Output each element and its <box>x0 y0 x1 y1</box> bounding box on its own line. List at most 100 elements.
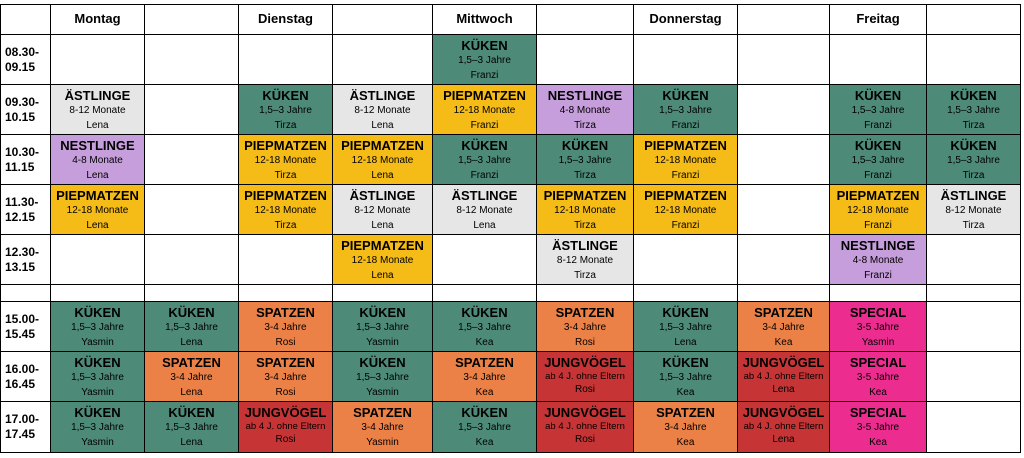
teacher-name: Kea <box>869 437 887 448</box>
teacher-name: Franzi <box>671 220 700 231</box>
age-range: 3-4 Jahre <box>762 322 805 333</box>
age-range: 1,5–3 Jahre <box>259 105 312 116</box>
day-header <box>537 4 634 35</box>
age-range: 4-8 Monate <box>559 105 611 116</box>
teacher-name: Tirza <box>274 170 297 181</box>
class-entry: ÄSTLINGE 8-12 Monate Lena <box>333 85 433 135</box>
teacher-name: Yasmin <box>81 387 114 398</box>
class-entry: KÜKEN 1,5–3 Jahre Franzi <box>433 135 537 185</box>
time-slot <box>0 285 51 302</box>
teacher-name: Rosi <box>574 384 595 395</box>
group-name: PIEPMATZEN <box>543 188 627 203</box>
day-header <box>333 4 433 35</box>
day-header: Mittwoch <box>433 4 537 35</box>
teacher-name: Tirza <box>962 120 985 131</box>
empty-cell <box>927 35 1021 85</box>
teacher-name: Yasmin <box>81 337 114 348</box>
class-entry: PIEPMATZEN 12-18 Monate Tirza <box>239 185 333 235</box>
age-range: 8-12 Monate <box>456 205 513 216</box>
empty-cell <box>830 35 927 85</box>
empty-cell <box>634 285 738 302</box>
teacher-name: Kea <box>475 437 494 448</box>
empty-cell <box>333 35 433 85</box>
age-range: 1,5–3 Jahre <box>558 155 612 166</box>
group-name: JUNGVÖGEL <box>544 355 626 370</box>
class-entry: SPATZEN 3-4 Jahre Kea <box>738 302 830 352</box>
day-header: Donnerstag <box>634 4 738 35</box>
age-range: 1,5–3 Jahre <box>947 105 1000 116</box>
age-range: 1,5–3 Jahre <box>356 372 409 383</box>
age-range: 12-18 Monate <box>654 155 717 166</box>
age-range: 12-18 Monate <box>351 155 414 166</box>
time-end: 10.15 <box>5 109 36 124</box>
teacher-name: Lena <box>772 384 795 395</box>
age-range: 3-4 Jahre <box>264 322 307 333</box>
teacher-name: Franzi <box>470 120 499 131</box>
class-entry: SPATZEN 3-4 Jahre Rosi <box>239 302 333 352</box>
teacher-name: Franzi <box>470 170 499 181</box>
class-entry: PIEPMATZEN 12-18 Monate Lena <box>51 185 145 235</box>
time-end: 09.15 <box>5 59 36 74</box>
group-name: KÜKEN <box>662 355 709 370</box>
age-range: 3-5 Jahre <box>856 422 900 433</box>
age-range: 8-12 Monate <box>354 105 411 116</box>
day-header: Montag <box>51 4 145 35</box>
empty-cell <box>927 402 1021 453</box>
teacher-name: Tirza <box>574 120 596 131</box>
teacher-name: Yasmin <box>366 387 399 398</box>
class-entry: KÜKEN 1,5–3 Jahre Tirza <box>239 85 333 135</box>
group-name: PIEPMATZEN <box>341 138 424 153</box>
class-entry: JUNGVÖGEL ab 4 J. ohne Eltern Lena <box>738 352 830 402</box>
empty-cell <box>830 285 927 302</box>
age-range: 3-4 Jahre <box>170 372 213 383</box>
empty-cell <box>738 85 830 135</box>
group-name: KÜKEN <box>662 305 709 320</box>
empty-cell <box>634 235 738 285</box>
group-name: NESTLINGE <box>840 238 916 253</box>
time-start: 15.00- <box>5 311 40 326</box>
group-name: KÜKEN <box>854 88 902 103</box>
time-end: 16.45 <box>5 376 36 391</box>
teacher-name: Kea <box>774 337 793 348</box>
empty-cell <box>239 235 333 285</box>
teacher-name: Yasmin <box>861 337 895 348</box>
empty-cell <box>738 35 830 85</box>
group-name: JUNGVÖGEL <box>244 405 327 420</box>
teacher-name: Lena <box>180 387 203 398</box>
time-start: 16.00- <box>5 361 40 376</box>
class-entry: JUNGVÖGEL ab 4 J. ohne Eltern Rosi <box>537 402 634 453</box>
group-name: KÜKEN <box>461 305 508 320</box>
group-name: KÜKEN <box>74 305 121 320</box>
age-range: 8-12 Monate <box>69 105 126 116</box>
class-entry: KÜKEN 1,5–3 Jahre Tirza <box>927 85 1021 135</box>
time-start: 11.30- <box>5 194 39 209</box>
header-corner <box>0 4 51 35</box>
age-range: 12-18 Monate <box>554 205 616 216</box>
age-range: 12-18 Monate <box>254 155 317 166</box>
time-end: 15.45 <box>5 326 36 341</box>
class-entry: KÜKEN 1,5–3 Jahre Yasmin <box>51 302 145 352</box>
teacher-name: Yasmin <box>366 437 399 448</box>
teacher-name: Kea <box>475 337 494 348</box>
empty-cell <box>51 235 145 285</box>
age-range: 1,5–3 Jahre <box>458 55 511 66</box>
group-name: KÜKEN <box>74 405 121 420</box>
age-range: 1,5–3 Jahre <box>659 372 712 383</box>
class-entry: KÜKEN 1,5–3 Jahre Franzi <box>830 85 927 135</box>
class-entry: KÜKEN 1,5–3 Jahre Franzi <box>830 135 927 185</box>
group-name: KÜKEN <box>74 355 121 370</box>
empty-cell <box>433 285 537 302</box>
empty-cell <box>927 285 1021 302</box>
group-name: KÜKEN <box>359 305 406 320</box>
age-range: 12-18 Monate <box>847 205 909 216</box>
empty-cell <box>145 285 239 302</box>
class-entry: SPECIAL 3-5 Jahre Yasmin <box>830 302 927 352</box>
group-name: PIEPMATZEN <box>341 238 424 253</box>
empty-cell <box>738 185 830 235</box>
age-range: 3-5 Jahre <box>856 322 900 333</box>
class-entry: KÜKEN 1,5–3 Jahre Lena <box>145 302 239 352</box>
class-entry: KÜKEN 1,5–3 Jahre Lena <box>634 302 738 352</box>
group-name: KÜKEN <box>461 138 508 153</box>
group-name: NESTLINGE <box>60 138 135 153</box>
class-entry: SPATZEN 3-4 Jahre Kea <box>634 402 738 453</box>
